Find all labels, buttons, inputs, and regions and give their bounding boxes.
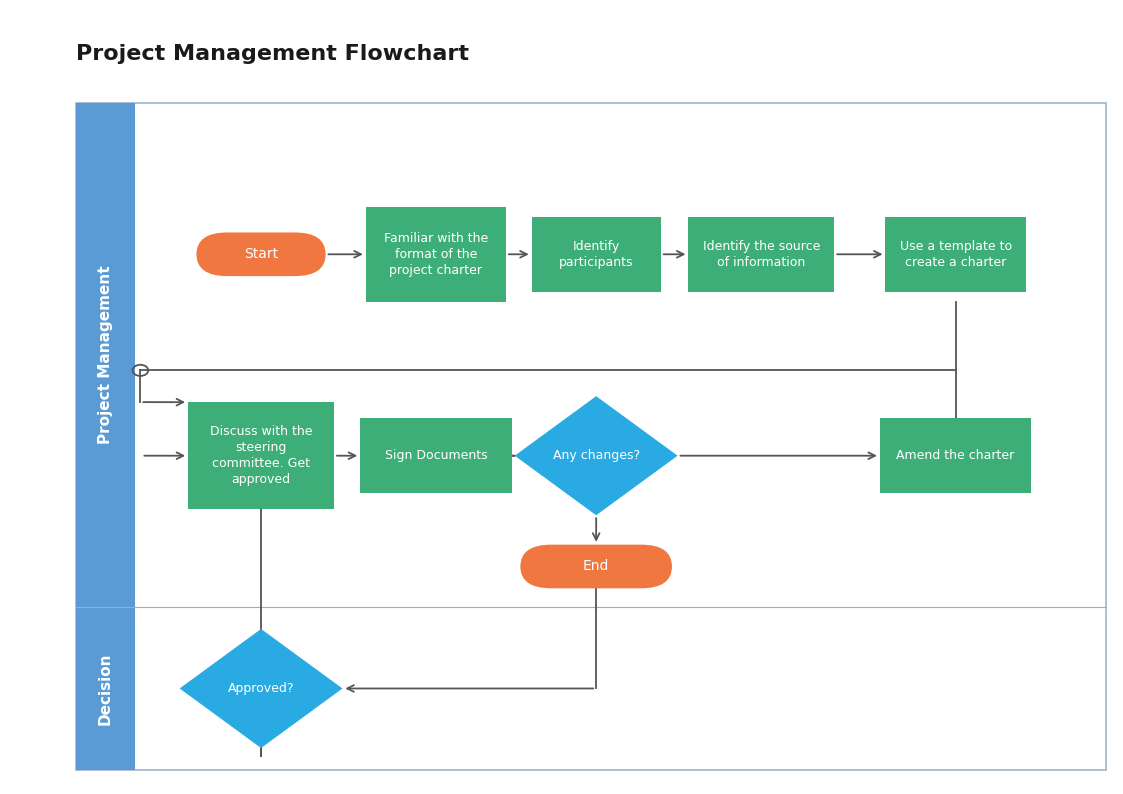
Text: Discuss with the
steering
committee. Get
approved: Discuss with the steering committee. Get… — [210, 426, 312, 486]
Text: Any changes?: Any changes? — [553, 449, 640, 462]
Polygon shape — [514, 396, 677, 515]
FancyBboxPatch shape — [366, 206, 506, 302]
FancyBboxPatch shape — [520, 545, 672, 588]
Text: Approved?: Approved? — [228, 682, 294, 695]
Text: Sign Documents: Sign Documents — [384, 449, 487, 462]
FancyBboxPatch shape — [531, 217, 660, 292]
Polygon shape — [180, 629, 343, 748]
Text: Amend the charter: Amend the charter — [896, 449, 1015, 462]
FancyBboxPatch shape — [76, 103, 135, 770]
FancyBboxPatch shape — [885, 217, 1025, 292]
FancyBboxPatch shape — [197, 233, 326, 276]
FancyBboxPatch shape — [360, 418, 512, 493]
FancyBboxPatch shape — [188, 402, 334, 509]
Text: Identify
participants: Identify participants — [559, 240, 633, 269]
FancyBboxPatch shape — [688, 217, 834, 292]
Text: Decision: Decision — [98, 652, 113, 725]
Text: Project Management Flowchart: Project Management Flowchart — [76, 44, 469, 64]
Text: Start: Start — [244, 247, 279, 261]
Text: Project Management: Project Management — [98, 266, 113, 445]
Text: Familiar with the
format of the
project charter: Familiar with the format of the project … — [384, 232, 489, 277]
FancyBboxPatch shape — [879, 418, 1031, 493]
Text: Identify the source
of information: Identify the source of information — [703, 240, 820, 269]
Text: End: End — [583, 560, 610, 573]
Text: Use a template to
create a charter: Use a template to create a charter — [900, 240, 1012, 269]
